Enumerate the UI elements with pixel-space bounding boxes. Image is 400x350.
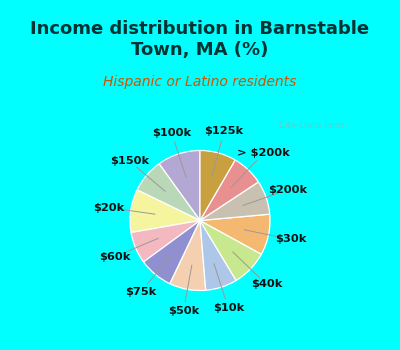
Text: $150k: $150k [110, 156, 149, 166]
Wedge shape [130, 190, 200, 232]
Wedge shape [144, 220, 200, 284]
Text: $60k: $60k [99, 252, 131, 262]
Text: $40k: $40k [251, 280, 282, 289]
Wedge shape [200, 182, 270, 220]
Wedge shape [137, 164, 200, 220]
Text: Hispanic or Latino residents: Hispanic or Latino residents [103, 75, 297, 89]
Text: $125k: $125k [204, 126, 244, 136]
Wedge shape [200, 160, 258, 220]
Wedge shape [200, 214, 270, 254]
Text: $200k: $200k [268, 185, 307, 195]
Text: $20k: $20k [93, 203, 124, 212]
Wedge shape [159, 150, 200, 220]
Wedge shape [200, 150, 235, 220]
Wedge shape [170, 220, 206, 290]
Text: > $200k: > $200k [237, 148, 290, 158]
Text: $10k: $10k [213, 303, 244, 313]
Text: $75k: $75k [126, 287, 157, 297]
Text: Income distribution in Barnstable
Town, MA (%): Income distribution in Barnstable Town, … [30, 20, 370, 59]
Text: $100k: $100k [152, 128, 191, 138]
Text: City-Data.com: City-Data.com [273, 121, 343, 130]
Text: $50k: $50k [168, 306, 199, 316]
Wedge shape [131, 220, 200, 262]
Wedge shape [200, 220, 261, 280]
Wedge shape [200, 220, 236, 290]
Text: $30k: $30k [275, 234, 306, 244]
